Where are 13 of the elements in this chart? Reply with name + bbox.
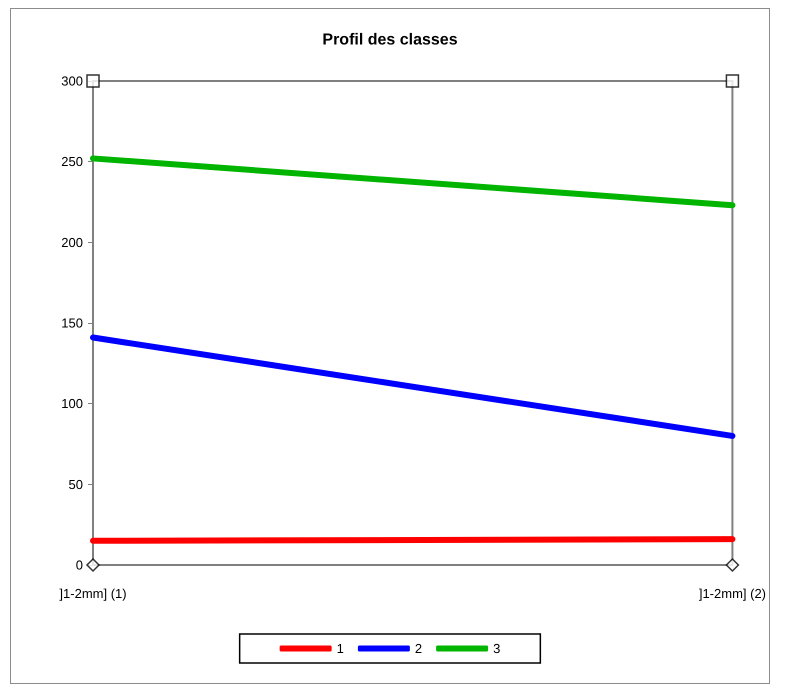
y-tick-label: 300 — [61, 74, 83, 88]
y-tick-label: 250 — [61, 154, 83, 170]
y-tick-label: 50 — [68, 476, 83, 492]
chart-title: Profil des classes — [322, 32, 458, 48]
y-tick-label: 0 — [76, 558, 83, 572]
y-tick-label: 200 — [61, 234, 83, 250]
x-tick-label: ]1-2mm] (1) — [59, 586, 127, 601]
y-tick-label: 150 — [61, 316, 83, 330]
legend-label: 2 — [414, 641, 422, 656]
legend-label: 1 — [336, 641, 344, 656]
x-tick-label: ]1-2mm] (2) — [698, 586, 766, 601]
legend-label: 3 — [493, 641, 500, 656]
y-tick-label: 100 — [61, 396, 83, 412]
